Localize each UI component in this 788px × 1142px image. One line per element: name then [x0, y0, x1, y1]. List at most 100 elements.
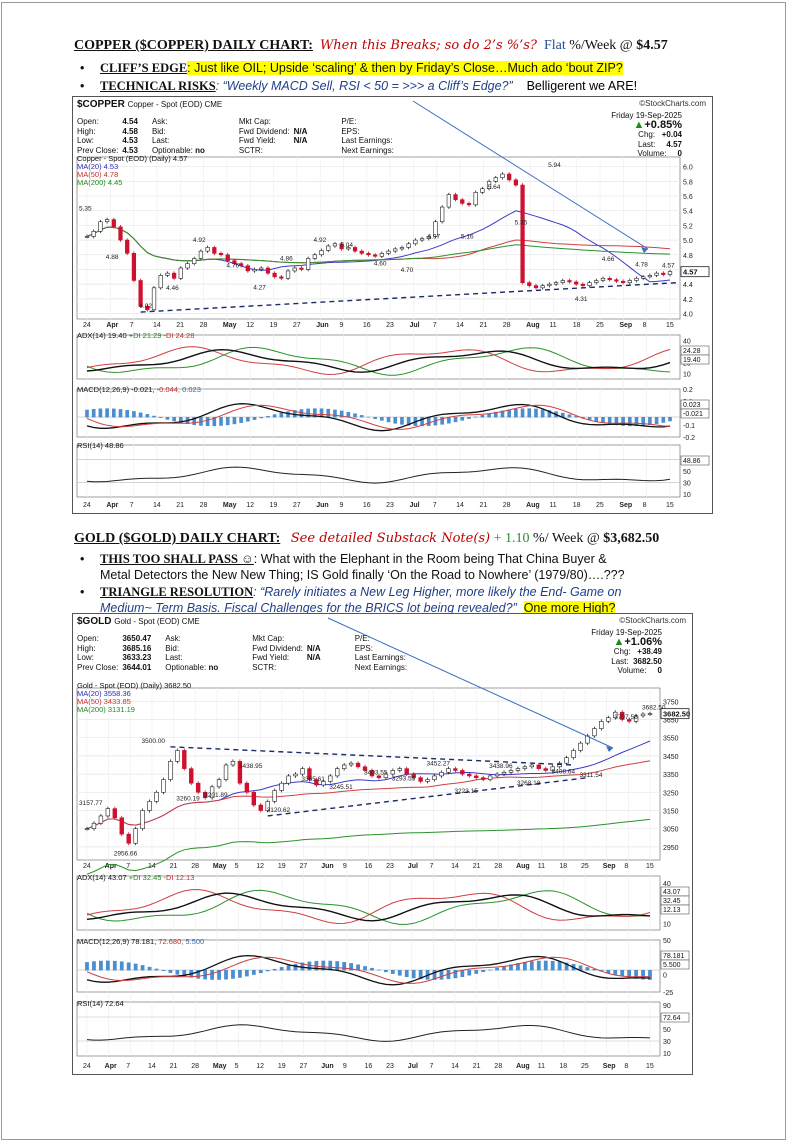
macd-hist-bar	[493, 411, 498, 418]
x-tick-label-bottom: 15	[646, 1063, 654, 1070]
candle-up	[522, 766, 528, 769]
trendline-0	[170, 746, 574, 766]
price-annotation: 3408.64	[552, 768, 576, 775]
x-tick-label-bottom: 28	[200, 502, 208, 509]
candle-up	[654, 272, 659, 276]
macd-hist-bar	[390, 970, 395, 974]
rsi-label: RSI(14) 72.64	[77, 999, 124, 1008]
candle-up	[560, 280, 565, 283]
candle-down	[661, 272, 666, 275]
macd-hist-bar	[460, 417, 465, 421]
candle-up	[230, 761, 236, 766]
candle-down	[339, 243, 344, 250]
macd-hist-bar	[534, 408, 538, 418]
candle-down	[119, 817, 124, 835]
x-tick-label-top: 12	[256, 863, 264, 870]
price-annotation: 3201.89	[204, 792, 228, 799]
x-tick-label-top: 21	[170, 863, 178, 870]
macd-hist-bar	[383, 970, 388, 973]
x-tick-label-bottom: Sep	[619, 502, 632, 509]
x-tick-label-top: 28	[494, 863, 502, 870]
x-tick-label-top: 9	[343, 863, 347, 870]
macd-line	[86, 954, 651, 986]
q-prev: 4.53	[122, 145, 138, 155]
x-tick-label-bottom: Jul	[409, 502, 419, 509]
candle-up	[84, 236, 90, 238]
candle-down	[299, 267, 304, 270]
price-annotation: 3452.27	[427, 760, 451, 767]
candle-down	[244, 782, 250, 793]
macd-hist-bar	[346, 411, 351, 418]
candle-down	[460, 199, 465, 204]
x-tick-label-bottom: 27	[300, 1063, 308, 1070]
value-tag: 24.28	[683, 348, 701, 355]
candle-down	[307, 768, 312, 780]
macd-hist-bar	[564, 962, 569, 971]
macd-hist-bar	[495, 967, 499, 971]
candle-up	[321, 781, 326, 786]
candle-up	[285, 270, 291, 279]
x-tick-label-bottom: 12	[256, 1063, 264, 1070]
value-tag: 12.13	[663, 907, 681, 914]
macd-hist-bar	[349, 963, 354, 971]
summary-pct: +1.06%	[624, 635, 662, 648]
candle-up	[84, 828, 90, 830]
x-tick-label-bottom: 7	[130, 502, 134, 509]
annotation-arrowhead	[606, 746, 613, 752]
candle-up	[647, 713, 653, 715]
candle-up	[319, 250, 324, 256]
x-tick-label-bottom: 15	[666, 502, 674, 509]
price-tick-label: 2950	[663, 845, 679, 852]
macd-hist-bar	[279, 412, 284, 418]
candle-up	[647, 275, 653, 278]
adx-tick: 10	[663, 921, 671, 928]
q-label: Bid:	[151, 126, 166, 136]
candle-up	[432, 775, 437, 780]
copper-chart-svg: 6.05.85.65.45.25.04.84.64.44.24.02424Apr…	[76, 100, 710, 509]
candle-down	[567, 280, 572, 283]
macd-tick: -25	[663, 990, 673, 997]
macd-hist-bar	[386, 417, 391, 423]
legend-ma20: MA(20) 4.53	[77, 162, 119, 171]
macd-hist-bar	[210, 970, 214, 980]
candle-up	[348, 762, 354, 766]
candle-down	[359, 250, 364, 254]
macd-hist-bar	[239, 417, 243, 423]
candle-up	[640, 713, 646, 717]
macd-hist-bar	[587, 417, 592, 420]
x-tick-label-bottom: 23	[386, 502, 394, 509]
candle-up	[553, 282, 559, 285]
x-tick-label-bottom: 8	[624, 1063, 628, 1070]
macd-hist-bar	[473, 416, 478, 418]
candle-up	[397, 768, 402, 771]
macd-hist-bar	[272, 414, 277, 418]
macd-hist-bar	[460, 970, 465, 977]
price-annotation: 3245.51	[329, 784, 353, 791]
price-tick-label: 6.0	[683, 165, 693, 172]
macd-hist-bar	[426, 417, 431, 426]
macd-tick: 50	[663, 938, 671, 945]
candle-up	[493, 177, 498, 182]
rsi-label: RSI(14) 48.86	[77, 441, 124, 450]
candle-up	[547, 283, 552, 286]
candle-up	[286, 775, 291, 784]
macd-signal-line	[86, 404, 671, 430]
candle-down	[543, 768, 548, 771]
value-tag-box	[680, 408, 710, 419]
candle-down	[225, 254, 230, 261]
x-tick-label-bottom: Aug	[526, 502, 540, 509]
x-tick-label-bottom: 28	[494, 1063, 502, 1070]
candle-down	[527, 282, 532, 286]
price-annotation: 2956.66	[114, 851, 138, 858]
q-label: High:	[77, 643, 96, 653]
candle-down	[251, 791, 257, 806]
price-annotation: 3223.15	[454, 788, 478, 795]
macd-hist-bar	[432, 970, 437, 980]
macd-hist-bar	[300, 962, 305, 971]
candle-up	[627, 280, 632, 283]
x-tick-label-bottom: 16	[365, 1063, 373, 1070]
x-tick-label-bottom: 21	[473, 1063, 481, 1070]
x-tick-label-top: 23	[386, 863, 394, 870]
gold-chart-svg: 3750365035503450335032503150305029502424…	[76, 617, 690, 1070]
copper-legend: Copper - Spot (EOD) (Daily) 4.57 MA(20) …	[77, 155, 187, 187]
